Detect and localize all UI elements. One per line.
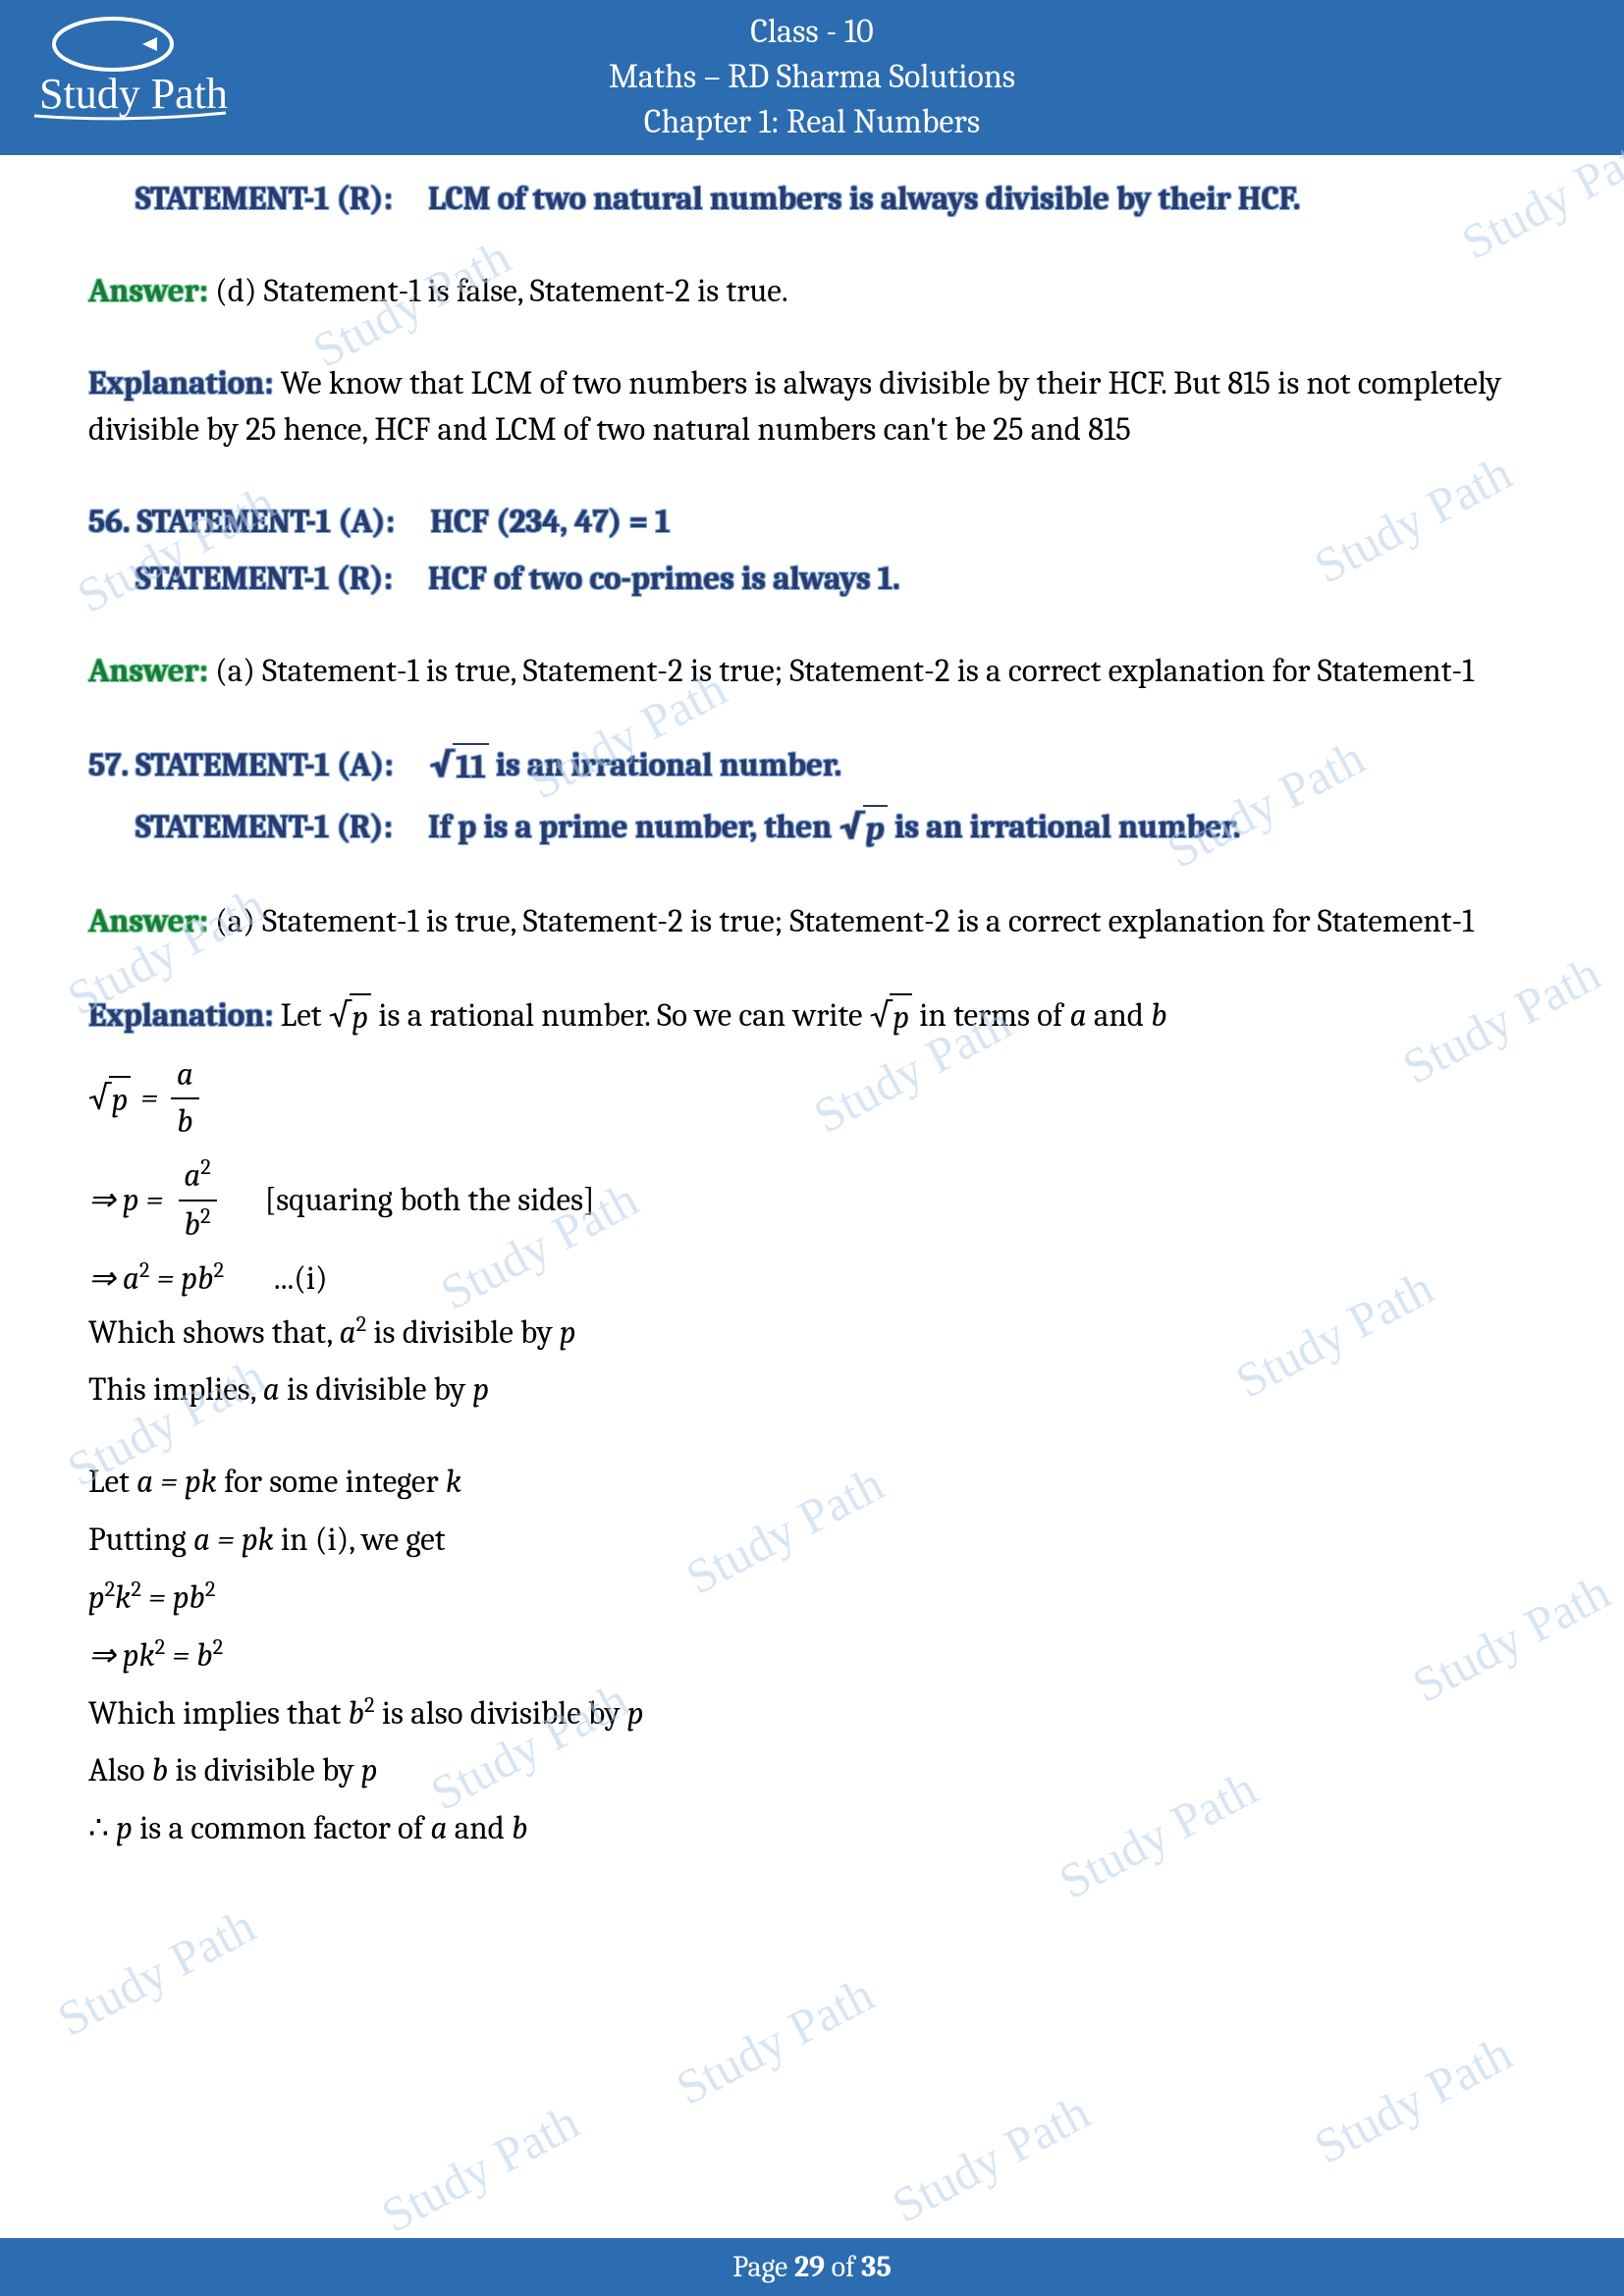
answer-text: (a) Statement-1 is true, Statement-2 is … <box>215 653 1474 690</box>
exp-b2: Which implies that b2 is also divisible … <box>88 1690 1536 1736</box>
explanation-text: We know that LCM of two numbers is alway… <box>88 365 1501 448</box>
header-chapter: Chapter 1: Real Numbers <box>0 102 1624 141</box>
q56-statement-r: STATEMENT-1 (R): HCF of two co-primes is… <box>135 557 1536 602</box>
page-footer: Page 29 of 35 <box>0 2238 1624 2296</box>
page-content: STATEMENT-1 (R): LCM of two natural numb… <box>0 155 1624 1851</box>
statement-text: LCM of two natural numbers is always div… <box>428 181 1300 218</box>
explanation-label: Explanation: <box>88 365 273 402</box>
exp-let-apk: Let a = pk for some integer k <box>88 1460 1536 1505</box>
eq-5: ⇒ pk2 = b2 <box>88 1632 1536 1679</box>
watermark: Study Path <box>48 1896 264 2048</box>
answer-label: Answer: <box>88 653 208 690</box>
watermark: Study Path <box>372 2093 588 2244</box>
footer-total: 35 <box>861 2250 892 2284</box>
footer-current: 29 <box>794 2250 825 2284</box>
footer-prefix: Page <box>732 2250 794 2284</box>
watermark: Study Path <box>1305 2024 1521 2175</box>
statement-label: STATEMENT-1 (R): <box>135 181 393 218</box>
statement-label: STATEMENT-1 (R): <box>135 561 393 598</box>
page-header: Study Path Class - 10 Maths – RD Sharma … <box>0 0 1624 155</box>
eq-1: p = ab <box>88 1052 1536 1145</box>
exp-line-a2: Which shows that, a2 is divisible by p <box>88 1309 1536 1356</box>
watermark: Study Path <box>883 2083 1099 2234</box>
explanation-label: Explanation: <box>88 997 273 1035</box>
eq-4: p2k2 = pb2 <box>88 1575 1536 1621</box>
statement-label: STATEMENT-1 (R): <box>135 809 393 846</box>
exp-b: Also b is divisible by p <box>88 1748 1536 1793</box>
q57-statement-r: STATEMENT-1 (R): If p is a prime number,… <box>135 803 1536 852</box>
q57-answer: Answer: (a) Statement-1 is true, Stateme… <box>88 899 1536 944</box>
header-subject: Maths – RD Sharma Solutions <box>0 57 1624 96</box>
statement-label: 57. STATEMENT-1 (A): <box>88 747 394 784</box>
q56-answer: Answer: (a) Statement-1 is true, Stateme… <box>88 649 1536 694</box>
q55-answer: Answer: (d) Statement-1 is false, Statem… <box>88 269 1536 314</box>
exp-line-a: This implies, a is divisible by p <box>88 1367 1536 1413</box>
q55-statement-r: STATEMENT-1 (R): LCM of two natural numb… <box>135 177 1536 222</box>
eq-3: ⇒ a2 = pb2 ...(i) <box>88 1255 1536 1302</box>
answer-text: (a) Statement-1 is true, Statement-2 is … <box>215 903 1474 940</box>
q57-statement-a: 57. STATEMENT-1 (A): 11 is an irrational… <box>88 741 1536 790</box>
watermark: Study Path <box>667 1965 883 2116</box>
logo: Study Path <box>29 10 236 128</box>
exp-putting: Putting a = pk in (i), we get <box>88 1518 1536 1563</box>
exp-common: ∴ p is a common factor of a and b <box>88 1806 1536 1851</box>
footer-of: of <box>825 2250 861 2284</box>
header-class: Class - 10 <box>0 12 1624 51</box>
eq-2: ⇒ p = a2b2 [squaring both the sides] <box>88 1152 1536 1247</box>
statement-label: 56. STATEMENT-1 (A): <box>88 504 395 541</box>
answer-label: Answer: <box>88 273 208 310</box>
statement-text-after: is an irrational number. <box>888 809 1241 846</box>
answer-label: Answer: <box>88 903 208 940</box>
statement-text: is an irrational number. <box>489 747 842 784</box>
statement-text: HCF (234, 47) = 1 <box>430 504 670 541</box>
q55-explanation: Explanation: We know that LCM of two num… <box>88 361 1536 452</box>
statement-text: HCF of two co-primes is always 1. <box>428 561 900 598</box>
answer-text: (d) Statement-1 is false, Statement-2 is… <box>215 273 788 310</box>
statement-text-before: If p is a prime number, then <box>428 809 839 846</box>
q56-statement-a: 56. STATEMENT-1 (A): HCF (234, 47) = 1 <box>88 500 1536 545</box>
q57-explanation-1: Explanation: Let p is a rational number.… <box>88 991 1536 1041</box>
svg-text:Study Path: Study Path <box>39 70 228 118</box>
